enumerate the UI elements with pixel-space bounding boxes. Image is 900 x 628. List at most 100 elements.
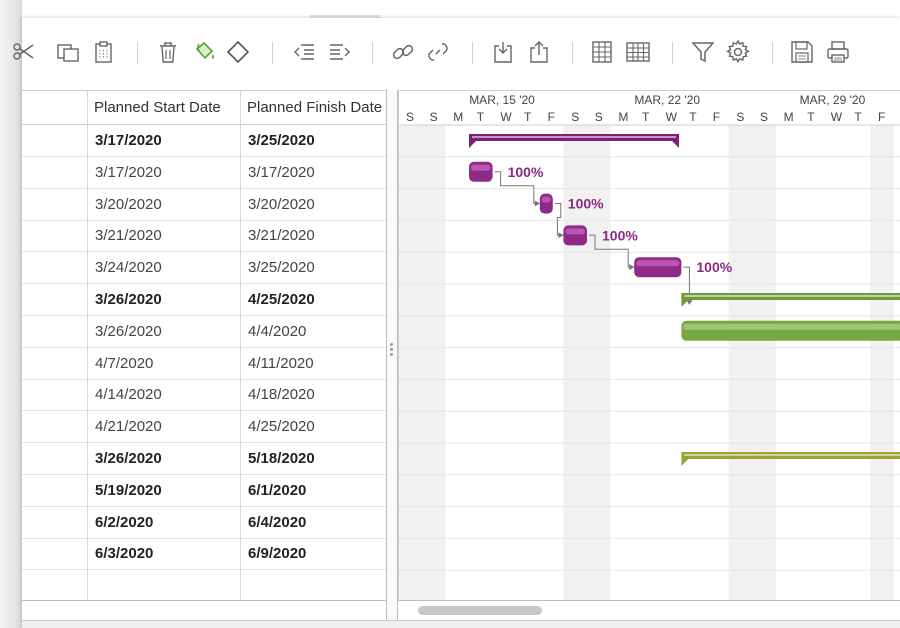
planned-start-cell[interactable]: 6/2/2020 <box>95 513 154 531</box>
dependency-arrow-icon <box>534 200 540 207</box>
gantt-canvas[interactable]: MAR, 15 '20 MAR, 22 '20 MAR, 29 '20S S M T W T F… <box>398 91 900 600</box>
task-percent-label: 100% <box>508 164 544 180</box>
grid-horizontal-scrollbar[interactable] <box>22 600 388 620</box>
gear-icon[interactable] <box>724 38 752 66</box>
weekend-column <box>398 125 422 600</box>
planned-finish-cell[interactable]: 3/17/2020 <box>248 163 315 181</box>
day-label: S <box>760 110 768 124</box>
planned-finish-cell[interactable]: 3/25/2020 <box>248 132 315 149</box>
planned-finish-cell[interactable]: 4/25/2020 <box>248 418 315 436</box>
save-icon[interactable] <box>788 38 816 66</box>
planned-start-cell[interactable]: 5/19/2020 <box>95 481 162 499</box>
day-label: T <box>642 110 650 124</box>
scissors-icon[interactable] <box>10 38 38 66</box>
planned-start-cell[interactable]: 3/21/2020 <box>95 227 162 245</box>
planned-finish-cell[interactable]: 6/1/2020 <box>248 481 307 499</box>
table-row[interactable]: 5/19/2020 6/1/2020 <box>22 475 388 507</box>
table-row[interactable]: 3/21/2020 3/21/2020 <box>22 220 388 253</box>
column-divider[interactable] <box>240 91 241 601</box>
summary-start-cap <box>681 458 690 466</box>
planned-start-cell[interactable]: 3/24/2020 <box>95 259 162 277</box>
table-row[interactable]: 6/3/2020 6/9/2020 <box>22 538 388 571</box>
column-header-planned-finish[interactable]: Planned Finish Date <box>247 99 383 116</box>
planned-start-cell[interactable]: 6/3/2020 <box>95 545 154 563</box>
summary-start-cap <box>469 140 477 148</box>
link-icon[interactable] <box>389 38 417 66</box>
planned-finish-cell[interactable] <box>241 570 248 601</box>
day-label: T <box>524 110 532 124</box>
gantt-horizontal-scrollbar[interactable] <box>398 600 900 620</box>
weekend-column <box>421 125 446 600</box>
table-row[interactable]: 3/20/2020 3/20/2020 <box>22 189 388 221</box>
day-label: M <box>784 110 794 124</box>
grid-header: Planned Start Date Planned Finish Date <box>22 91 388 125</box>
day-label: S <box>571 110 579 124</box>
export-icon[interactable] <box>525 38 553 66</box>
task-bar-highlight <box>636 260 680 267</box>
trash-icon[interactable] <box>154 38 182 66</box>
filter-icon[interactable] <box>689 38 717 66</box>
paste-icon[interactable] <box>90 38 118 66</box>
day-label: T <box>854 110 862 124</box>
table-row[interactable]: 4/14/2020 4/18/2020 <box>22 379 388 412</box>
day-label: M <box>453 110 463 124</box>
planned-finish-cell[interactable]: 3/25/2020 <box>248 259 315 277</box>
planned-start-cell[interactable]: 3/17/2020 <box>95 163 162 181</box>
planned-finish-cell[interactable]: 4/18/2020 <box>248 386 315 404</box>
unlink-icon[interactable] <box>424 38 452 66</box>
planned-finish-cell[interactable]: 4/25/2020 <box>248 291 315 308</box>
dependency-link[interactable] <box>683 266 690 304</box>
table-row[interactable]: 3/17/2020 3/25/2020 <box>22 125 388 157</box>
task-bar[interactable] <box>681 320 900 341</box>
planned-start-cell[interactable]: 4/14/2020 <box>95 386 162 404</box>
dependency-arrow-icon <box>558 232 564 239</box>
pane-splitter[interactable] <box>386 90 398 620</box>
table-row[interactable] <box>22 570 388 603</box>
planned-start-cell[interactable]: 4/21/2020 <box>95 418 162 436</box>
import-icon[interactable] <box>489 38 517 66</box>
dependency-link[interactable] <box>494 171 540 204</box>
table-row[interactable]: 3/24/2020 3/25/2020 <box>22 252 388 285</box>
planned-finish-cell[interactable]: 6/9/2020 <box>248 545 307 563</box>
diamond-milestone-icon[interactable] <box>224 38 252 66</box>
columns-icon[interactable] <box>588 38 616 66</box>
print-icon[interactable] <box>824 38 852 66</box>
planned-finish-cell[interactable]: 4/4/2020 <box>248 322 307 340</box>
day-label: S <box>430 110 438 124</box>
splitter-grip-icon[interactable] <box>390 343 394 359</box>
column-header-planned-start[interactable]: Planned Start Date <box>94 99 221 116</box>
scrollbar-thumb[interactable] <box>418 606 542 615</box>
planned-finish-cell[interactable]: 3/20/2020 <box>248 195 315 213</box>
dependency-link[interactable] <box>554 203 564 236</box>
paint-bucket-icon[interactable] <box>190 38 218 66</box>
planned-finish-cell[interactable]: 6/4/2020 <box>248 513 307 531</box>
planned-start-cell[interactable]: 3/20/2020 <box>95 195 162 213</box>
planned-start-cell[interactable]: 3/17/2020 <box>95 132 162 149</box>
day-label: S <box>595 110 603 124</box>
copy-icon[interactable] <box>54 38 82 66</box>
toolbar-separator <box>772 42 773 64</box>
planned-start-cell[interactable]: 4/7/2020 <box>95 354 154 372</box>
gantt-chart[interactable]: MAR, 15 '20 MAR, 22 '20 MAR, 29 '20 S S M T W T F… <box>398 90 900 600</box>
planned-finish-cell[interactable]: 5/18/2020 <box>248 450 315 467</box>
table-row[interactable]: 3/26/2020 4/25/2020 <box>22 284 388 316</box>
toolbar-separator <box>272 42 273 64</box>
planned-start-cell[interactable]: 3/26/2020 <box>95 322 162 340</box>
week-label: MAR, 29 '20 <box>800 93 866 107</box>
summary-start-cap <box>681 299 690 307</box>
table-row[interactable]: 3/26/2020 5/18/2020 <box>22 443 388 475</box>
table-row[interactable]: 4/21/2020 4/25/2020 <box>22 411 388 444</box>
planned-finish-cell[interactable]: 4/11/2020 <box>248 354 314 372</box>
outdent-icon[interactable] <box>290 38 318 66</box>
planned-finish-cell[interactable]: 3/21/2020 <box>248 227 315 245</box>
table-row[interactable]: 6/2/2020 6/4/2020 <box>22 507 388 539</box>
column-divider[interactable] <box>87 91 88 601</box>
table-row[interactable]: 4/7/2020 4/11/2020 <box>22 348 388 380</box>
planned-start-cell[interactable] <box>88 570 95 601</box>
planned-start-cell[interactable]: 3/26/2020 <box>95 450 162 467</box>
indent-icon[interactable] <box>326 38 354 66</box>
table-row[interactable]: 3/26/2020 4/4/2020 <box>22 316 388 348</box>
table-row[interactable]: 3/17/2020 3/17/2020 <box>22 157 388 189</box>
table-icon[interactable] <box>624 38 652 66</box>
planned-start-cell[interactable]: 3/26/2020 <box>95 291 162 308</box>
